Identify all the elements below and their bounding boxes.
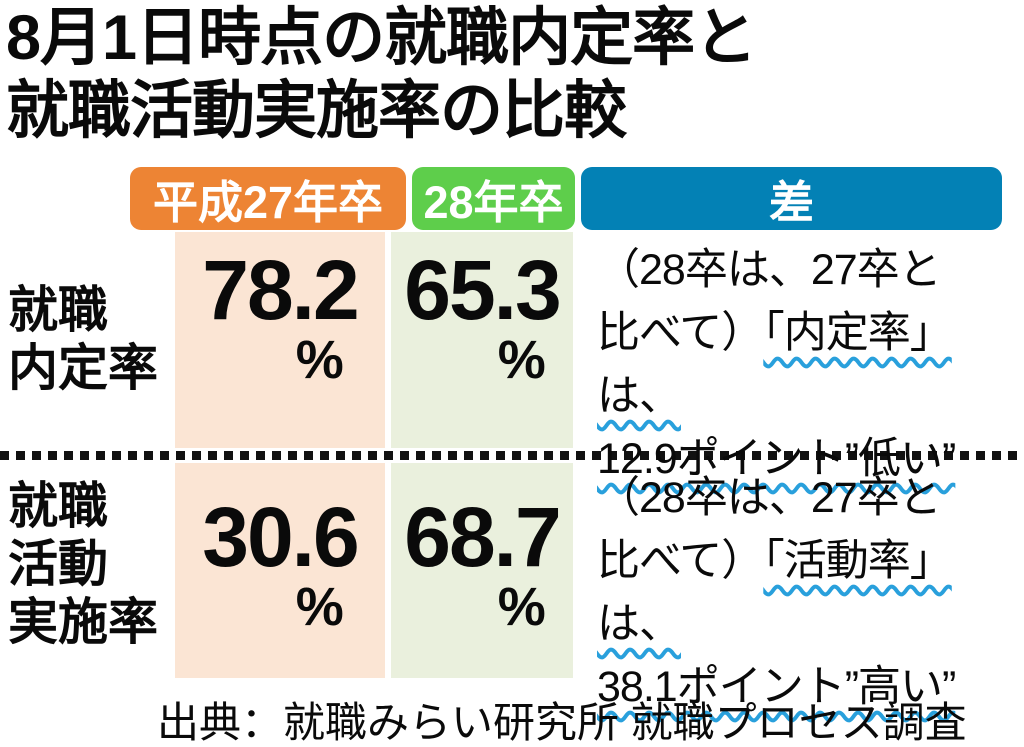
percent-unit: % <box>295 330 344 390</box>
diff-note-line3-highlight: 12.9ポイント”低い” <box>597 435 956 483</box>
diff-note-line2-plain: 比べて） <box>597 309 764 357</box>
value-cell-h28-row1: 65.3 % <box>391 247 573 389</box>
value-number: 65.3 <box>404 243 561 337</box>
diff-note-line2-highlight: 「内定率」は、 <box>597 309 953 420</box>
diff-note-line2-highlight: 「活動率」は、 <box>597 537 953 648</box>
header-badge-diff-label: 差 <box>768 177 814 228</box>
header-badge-h28: 28年卒 <box>412 167 575 230</box>
row-label-naiteiritsu: 就職 内定率 <box>8 282 158 396</box>
diff-note-line3: 12.9ポイント”低い” <box>597 428 1017 491</box>
header-badge-diff: 差 <box>581 167 1002 230</box>
value-number: 30.6 <box>202 490 359 584</box>
value-cell-h27-row2: 30.6 % <box>175 494 385 636</box>
value-cell-h28-row2: 68.7 % <box>391 494 573 636</box>
dotted-row-separator <box>0 451 1024 460</box>
percent-unit: % <box>497 577 546 637</box>
diff-note-line2: 比べて）「活動率」は、 <box>597 530 1017 656</box>
chart-title: 8月1日時点の就職内定率と 就職活動実施率の比較 <box>6 3 757 146</box>
header-badge-h27: 平成27年卒 <box>130 167 406 230</box>
value-box: 30.6 % <box>202 490 359 637</box>
diff-note-line2-plain: 比べて） <box>597 537 764 585</box>
value-cell-h27-row1: 78.2 % <box>175 247 385 389</box>
row-label-jisshiritsu: 就職 活動 実施率 <box>8 478 158 650</box>
column-bg-h27-row1 <box>175 232 385 448</box>
diff-note-line3-highlight: 38.1ポイント”高い” <box>597 663 956 711</box>
value-box: 68.7 % <box>404 490 561 637</box>
value-box: 78.2 % <box>202 243 359 390</box>
source-credit: 出典：就職みらい研究所 就職プロセス調査 <box>157 699 967 746</box>
diff-note-row2: （28卒は、27卒と 比べて）「活動率」は、 38.1ポイント”高い” <box>597 467 1017 719</box>
header-badge-h27-label: 平成27年卒 <box>152 177 384 228</box>
diff-note-line3: 38.1ポイント”高い” <box>597 656 1017 719</box>
column-bg-h27-row2 <box>175 463 385 678</box>
column-bg-h28-row2 <box>391 463 573 678</box>
value-box: 65.3 % <box>404 243 561 390</box>
diff-note-line1: （28卒は、27卒と <box>597 246 942 294</box>
value-number: 78.2 <box>202 243 359 337</box>
percent-unit: % <box>295 577 344 637</box>
header-badge-h28-label: 28年卒 <box>423 177 564 228</box>
value-number: 68.7 <box>404 490 561 584</box>
diff-note-row1: （28卒は、27卒と 比べて）「内定率」は、 12.9ポイント”低い” <box>597 239 1017 491</box>
percent-unit: % <box>497 330 546 390</box>
diff-note-line1: （28卒は、27卒と <box>597 474 942 522</box>
column-bg-h28-row1 <box>391 232 573 448</box>
diff-note-line2: 比べて）「内定率」は、 <box>597 302 1017 428</box>
